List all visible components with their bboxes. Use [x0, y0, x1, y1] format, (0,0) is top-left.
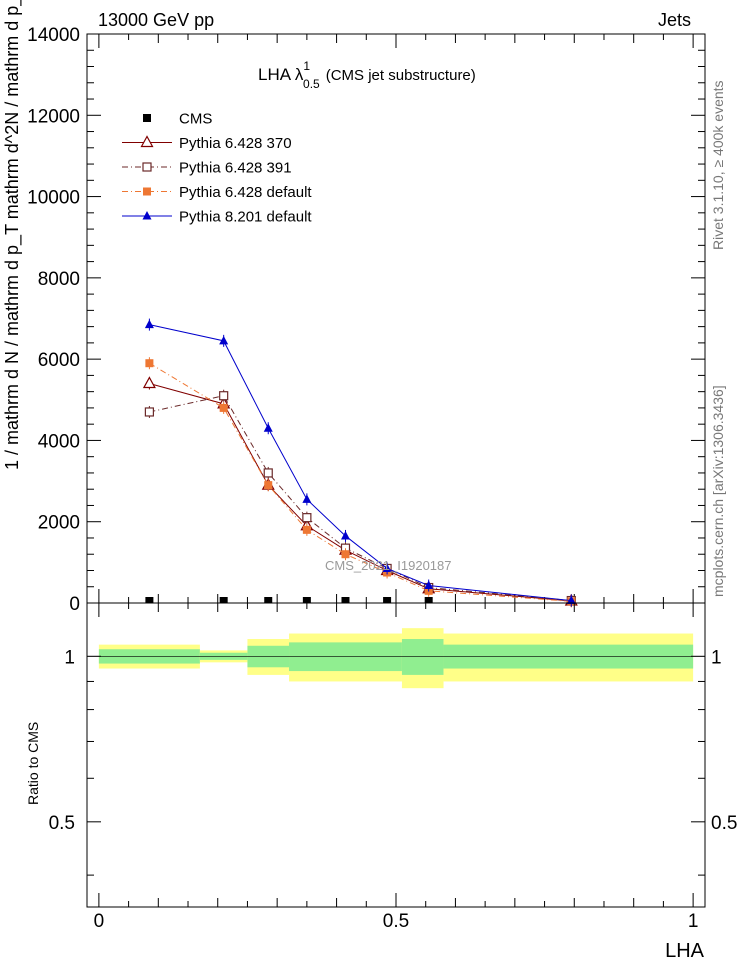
data-point-marker — [145, 359, 154, 368]
legend-entry: Pythia 6.428 391 — [122, 160, 292, 177]
ratio-y-axis-label: Ratio to CMS — [25, 722, 41, 805]
data-point-marker — [143, 187, 151, 196]
main-y-axis-label: 1 / mathrm d N / mathrm d p_T mathrm d^2… — [2, 0, 23, 470]
ratio-y-tick-label-right: 1 — [711, 647, 722, 668]
data-point-marker — [142, 211, 152, 220]
data-point-marker — [144, 407, 154, 417]
data-point-marker — [219, 335, 229, 345]
data-point-marker — [302, 513, 312, 523]
y-tick-label: 6000 — [38, 350, 80, 371]
main-plot-series — [142, 318, 578, 608]
data-point-marker — [302, 525, 311, 534]
y-tick-label: 0 — [69, 594, 80, 615]
legend-label: Pythia 6.428 default — [179, 184, 312, 201]
data-point-marker — [383, 597, 392, 603]
y-tick-label: 2000 — [38, 513, 80, 534]
series-pythia-8-201-default — [144, 318, 576, 607]
x-tick-label: 0 — [94, 911, 105, 932]
data-point-marker — [263, 423, 273, 432]
data-point-marker — [263, 468, 273, 478]
legend-label: Pythia 6.428 391 — [179, 160, 292, 177]
data-point-marker — [219, 403, 228, 412]
x-tick-label: 0.5 — [383, 911, 409, 932]
data-point-marker — [302, 597, 311, 603]
y-tick-label: 8000 — [38, 269, 80, 290]
legend: CMS Pythia 6.428 370 Pythia 6.428 391 Pythi… — [122, 111, 312, 226]
main-plot-axis-ticks: 0 2000 4000 6000 8000 10000 12000 14000 — [27, 25, 705, 615]
data-point-marker — [424, 580, 434, 590]
ratio-inner-band — [289, 642, 402, 672]
series-line — [149, 395, 572, 602]
data-point-marker — [143, 114, 151, 122]
process-label: Jets — [658, 10, 691, 30]
series-line — [149, 383, 572, 602]
data-point-marker — [341, 597, 350, 603]
data-point-marker — [140, 135, 154, 148]
plot-subtitle: (CMS jet substructure) — [326, 67, 476, 84]
analysis-watermark: CMS_2021_I1920187 — [325, 558, 452, 573]
data-point-marker — [219, 597, 228, 603]
source-reference-label: mcplots.cern.ch [arXiv:1306.3436] — [710, 385, 726, 597]
ratio-plot-axis-ticks: 0.5 0.5 1 1 0 0.5 1 — [49, 603, 737, 932]
ratio-y-tick-label-right: 0.5 — [711, 813, 737, 834]
plot-title-superscript: 1 — [303, 59, 310, 73]
legend-entry: Pythia 8.201 default — [122, 209, 312, 226]
data-point-marker — [566, 595, 576, 605]
ratio-inner-band — [401, 639, 444, 675]
legend-label: Pythia 6.428 370 — [179, 135, 292, 152]
legend-entry: Pythia 6.428 default — [122, 184, 312, 201]
plot-title-main: LHA λ — [258, 65, 304, 84]
plot-title-subscript: 0.5 — [303, 77, 320, 91]
data-point-marker — [145, 597, 154, 603]
data-point-marker — [340, 530, 350, 540]
legend-label: CMS — [179, 111, 212, 128]
y-tick-label: 12000 — [27, 106, 80, 127]
x-axis-label: LHA — [665, 940, 705, 962]
energy-label: 13000 GeV pp — [98, 10, 214, 30]
x-tick-label: 1 — [688, 911, 699, 932]
ratio-y-tick-label-left: 0.5 — [49, 813, 75, 834]
y-tick-label: 10000 — [27, 188, 80, 209]
data-point-marker — [382, 563, 392, 572]
y-tick-label: 4000 — [38, 431, 80, 452]
ratio-plot-panel: 0.5 0.5 1 1 0 0.5 1 Ratio to CMS LHA — [25, 602, 737, 962]
data-point-marker — [142, 162, 152, 172]
data-point-marker — [264, 481, 273, 490]
y-tick-label: 14000 — [27, 25, 80, 46]
legend-entry: Pythia 6.428 370 — [122, 135, 292, 152]
ratio-bands — [87, 628, 705, 689]
rivet-version-label: Rivet 3.1.10, ≥ 400k events — [710, 80, 726, 250]
data-point-marker — [142, 376, 156, 389]
main-plot-panel: 0 2000 4000 6000 8000 10000 12000 14000 CMS_202… — [2, 0, 706, 615]
data-point-marker — [264, 597, 273, 603]
data-point-marker — [302, 494, 312, 503]
legend-label: Pythia 8.201 default — [179, 209, 312, 226]
data-point-marker — [144, 319, 154, 329]
plot-title: LHA λ1 0.5 (CMS jet substructure) — [258, 59, 476, 91]
data-point-marker — [341, 550, 350, 559]
ratio-y-tick-label-left: 1 — [64, 647, 75, 668]
data-point-marker — [424, 597, 433, 603]
legend-entry: CMS — [143, 111, 212, 128]
data-point-marker — [219, 391, 229, 401]
series-line — [149, 324, 572, 602]
